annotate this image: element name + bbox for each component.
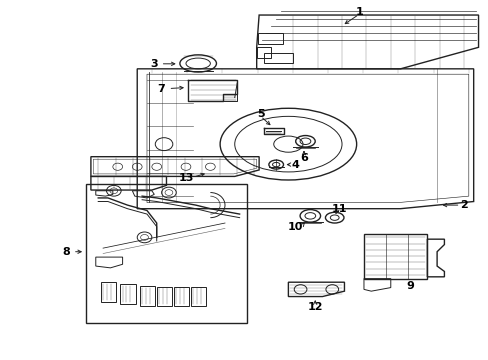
Text: 6: 6: [300, 153, 307, 163]
Text: 13: 13: [178, 173, 193, 183]
Text: 3: 3: [150, 59, 158, 69]
Bar: [120, 284, 136, 304]
Bar: [258, 33, 282, 44]
Text: 9: 9: [406, 281, 413, 291]
Text: 11: 11: [331, 204, 346, 214]
Bar: [140, 286, 155, 306]
Text: 7: 7: [158, 84, 165, 94]
Text: 12: 12: [307, 302, 322, 312]
Text: 1: 1: [354, 7, 362, 17]
Bar: [101, 282, 116, 302]
Text: 2: 2: [459, 200, 467, 210]
Text: 5: 5: [256, 109, 264, 119]
Bar: [157, 287, 172, 306]
Bar: [86, 184, 246, 323]
Bar: [190, 287, 206, 306]
Text: 8: 8: [62, 247, 70, 257]
Bar: [173, 287, 189, 306]
Text: 4: 4: [291, 159, 299, 170]
Text: 10: 10: [287, 222, 303, 231]
